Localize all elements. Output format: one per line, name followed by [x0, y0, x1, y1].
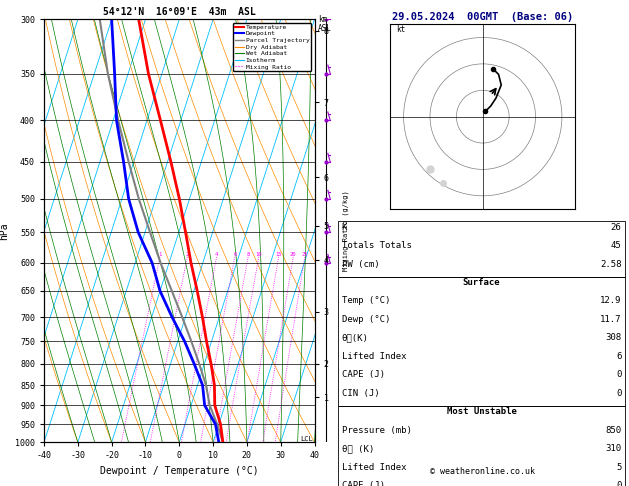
Text: 25: 25	[301, 252, 308, 257]
Text: Temp (°C): Temp (°C)	[342, 296, 390, 306]
Text: 6: 6	[233, 252, 237, 257]
Text: 5: 5	[616, 463, 621, 472]
Text: K: K	[342, 223, 347, 232]
Text: 10: 10	[255, 252, 262, 257]
Text: 15: 15	[276, 252, 282, 257]
Text: LCL: LCL	[300, 436, 313, 442]
Text: θᴇ (K): θᴇ (K)	[342, 444, 374, 453]
Text: 308: 308	[605, 333, 621, 343]
Text: 8: 8	[247, 252, 250, 257]
Text: CAPE (J): CAPE (J)	[342, 370, 384, 380]
Text: Surface: Surface	[463, 278, 500, 287]
Y-axis label: hPa: hPa	[0, 222, 9, 240]
Text: 6: 6	[616, 352, 621, 361]
Text: 310: 310	[605, 444, 621, 453]
Text: CAPE (J): CAPE (J)	[342, 481, 384, 486]
Text: 2.58: 2.58	[600, 260, 621, 269]
Text: Dewp (°C): Dewp (°C)	[342, 315, 390, 324]
Text: 850: 850	[605, 426, 621, 435]
Title: 54°12'N  16°09'E  43m  ASL: 54°12'N 16°09'E 43m ASL	[103, 7, 255, 17]
Text: 11.7: 11.7	[600, 315, 621, 324]
Text: 45: 45	[611, 241, 621, 250]
Text: 0: 0	[616, 370, 621, 380]
Text: CIN (J): CIN (J)	[342, 389, 379, 398]
Text: Pressure (mb): Pressure (mb)	[342, 426, 411, 435]
Text: 20: 20	[290, 252, 296, 257]
Text: PW (cm): PW (cm)	[342, 260, 379, 269]
Text: 2: 2	[186, 252, 189, 257]
Text: Mixing Ratio (g/kg): Mixing Ratio (g/kg)	[343, 191, 349, 271]
Text: 1: 1	[159, 252, 162, 257]
Text: © weatheronline.co.uk: © weatheronline.co.uk	[430, 467, 535, 476]
Text: kt: kt	[396, 25, 405, 34]
Text: 29.05.2024  00GMT  (Base: 06): 29.05.2024 00GMT (Base: 06)	[392, 12, 574, 22]
Text: 26: 26	[611, 223, 621, 232]
Text: θᴇ(K): θᴇ(K)	[342, 333, 369, 343]
Text: Lifted Index: Lifted Index	[342, 352, 406, 361]
Text: Most Unstable: Most Unstable	[447, 407, 516, 417]
Text: 0: 0	[616, 389, 621, 398]
Text: Totals Totals: Totals Totals	[342, 241, 411, 250]
Text: 4: 4	[215, 252, 218, 257]
Text: km
ASL: km ASL	[318, 15, 331, 33]
Text: 12.9: 12.9	[600, 296, 621, 306]
Text: 0: 0	[616, 481, 621, 486]
Text: Lifted Index: Lifted Index	[342, 463, 406, 472]
Legend: Temperature, Dewpoint, Parcel Trajectory, Dry Adiabat, Wet Adiabat, Isotherm, Mi: Temperature, Dewpoint, Parcel Trajectory…	[233, 22, 311, 71]
X-axis label: Dewpoint / Temperature (°C): Dewpoint / Temperature (°C)	[100, 466, 259, 476]
